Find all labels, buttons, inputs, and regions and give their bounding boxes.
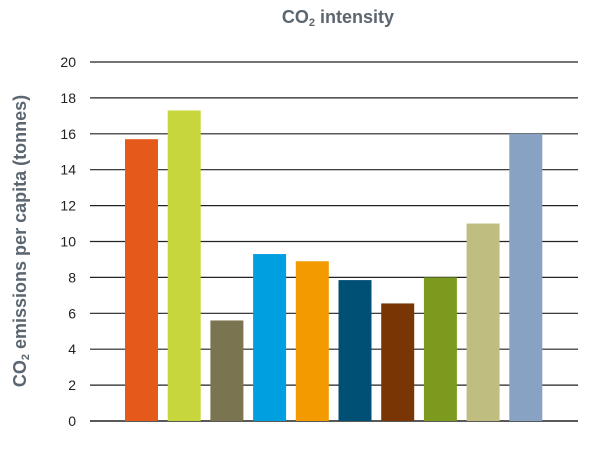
bar-10 (509, 133, 543, 422)
bar-3 (210, 320, 244, 421)
bar-6 (338, 280, 372, 421)
bar-5 (295, 261, 329, 421)
bar-7 (381, 303, 415, 421)
title-rest: intensity (315, 7, 395, 27)
y-tick-label: 16 (60, 126, 76, 142)
bar-9 (466, 223, 500, 421)
y-tick-label: 10 (60, 234, 76, 250)
y-tick-label: 18 (60, 90, 76, 106)
y-tick-label: 2 (68, 377, 76, 393)
y-tick-label: 6 (68, 305, 76, 321)
chart-title: CO2 intensity (0, 7, 610, 29)
title-co: CO (281, 7, 309, 27)
y-tick-labels: 0 2 4 6 8 10 12 14 16 18 20 (60, 54, 76, 429)
y-tick-label: 0 (68, 413, 76, 429)
bars (125, 110, 543, 422)
bar-1 (125, 139, 158, 421)
bar-8 (423, 277, 457, 421)
title-sub: 2 (308, 17, 316, 29)
y-tick-label: 8 (68, 269, 76, 285)
gridlines (90, 61, 578, 422)
bar-2 (167, 110, 201, 421)
bar-4 (253, 254, 287, 421)
y-tick-label: 4 (68, 341, 76, 357)
y-tick-label: 14 (60, 162, 76, 178)
y-tick-label: 12 (60, 198, 76, 214)
y-tick-label: 20 (60, 54, 76, 70)
